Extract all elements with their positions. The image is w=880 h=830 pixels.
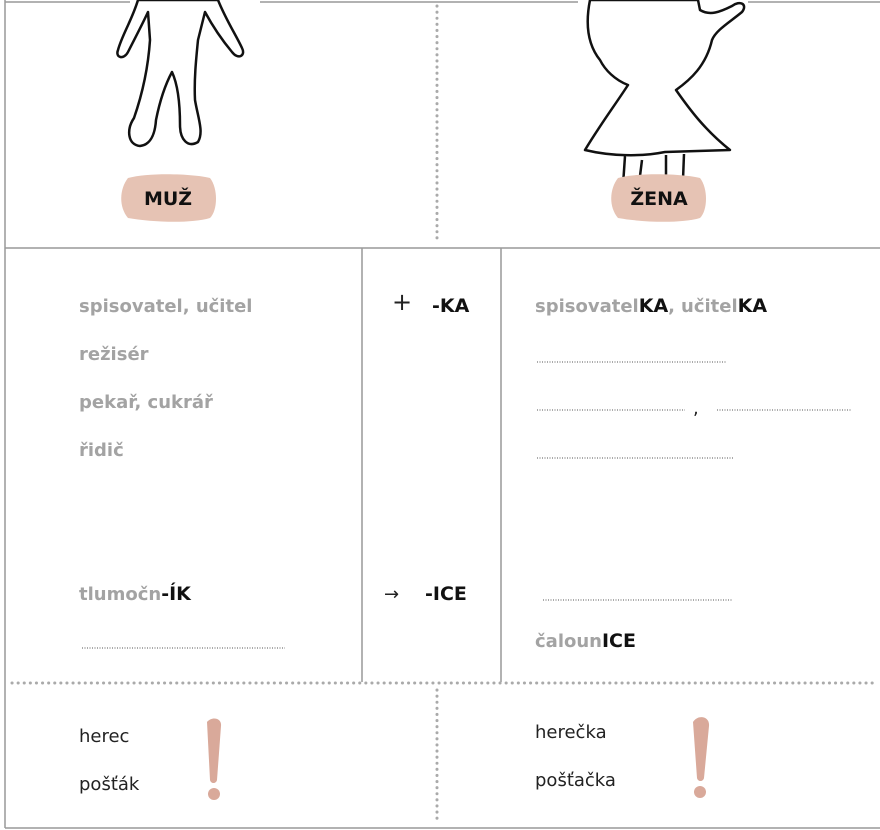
- suffix: -ÍK: [161, 582, 192, 605]
- suffix: -ICE: [425, 583, 467, 605]
- badge-label: MUŽ: [144, 187, 192, 210]
- badge-label: ŽENA: [630, 187, 688, 210]
- word: pekař, cukrář: [79, 392, 213, 413]
- word: pošťák: [79, 774, 140, 795]
- word: herec: [79, 726, 129, 747]
- symbol: +: [392, 288, 412, 316]
- suffix: KA: [738, 295, 768, 317]
- example: tlumočn-ÍK: [79, 582, 192, 605]
- suffix: -KA: [432, 295, 470, 317]
- separator: ,: [693, 398, 699, 419]
- exclamation-dot: [208, 788, 220, 800]
- stem: čaloun: [535, 631, 602, 652]
- separator: ,: [668, 296, 675, 317]
- word: pošťačka: [535, 770, 616, 791]
- stem: spisovatel: [535, 296, 639, 317]
- male-figure: [116, 0, 245, 148]
- exclamation-dot: [694, 786, 706, 798]
- suffix: KA: [639, 295, 669, 317]
- stem: tlumočn: [79, 584, 161, 605]
- suffix: ICE: [602, 630, 636, 652]
- badge: [611, 174, 706, 222]
- stem: učitel: [681, 296, 738, 317]
- exclamation: [207, 718, 222, 783]
- symbol: →: [384, 584, 399, 605]
- word: řidič: [79, 440, 124, 461]
- word: spisovatel, učitel: [79, 296, 252, 317]
- exclamation: [693, 717, 710, 781]
- word: herečka: [535, 722, 607, 743]
- word: režisér: [79, 344, 149, 365]
- female-figure: [583, 0, 746, 157]
- badge: [121, 174, 216, 222]
- example: spisovatelKA, učitelKA: [535, 295, 767, 317]
- example: čalounICE: [535, 630, 636, 652]
